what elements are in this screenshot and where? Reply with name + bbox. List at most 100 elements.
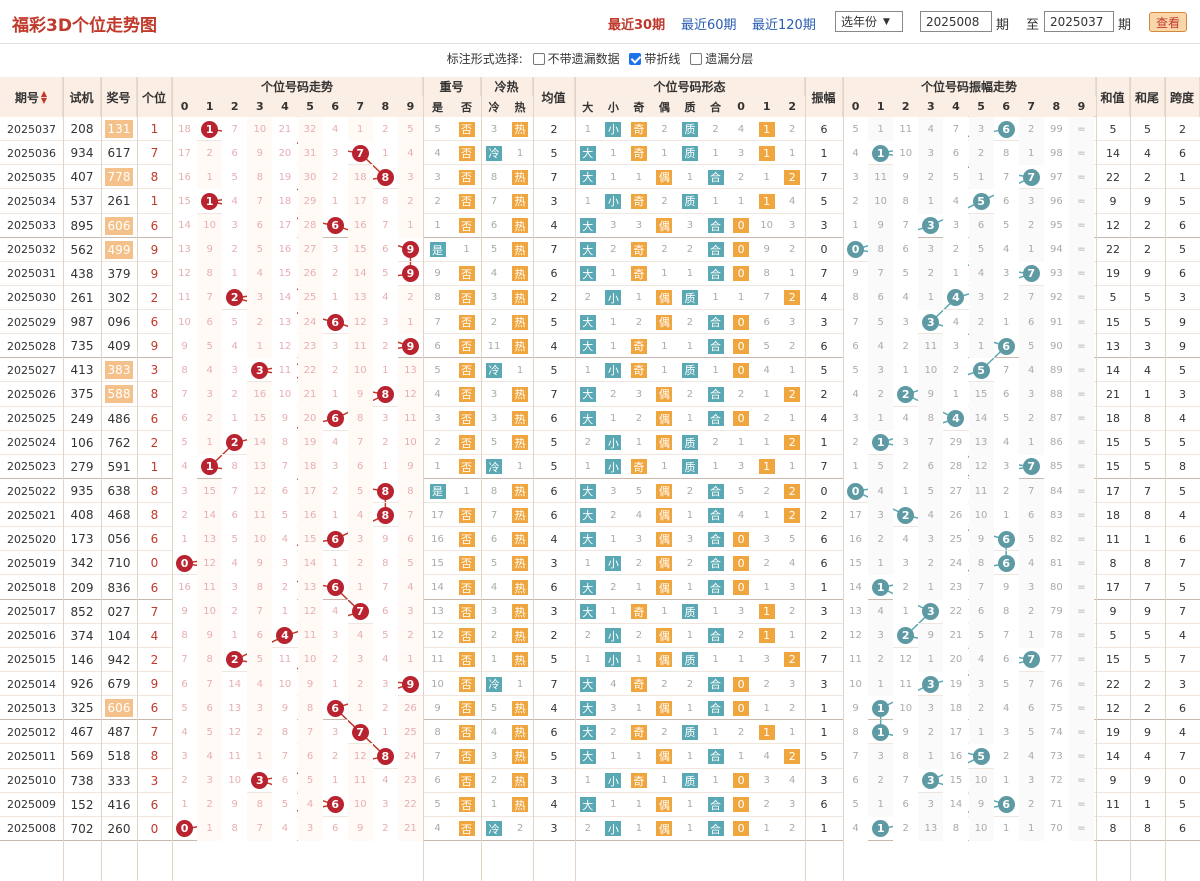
bs-a-tag: 大	[579, 748, 596, 764]
row-amp-miss: 13	[918, 816, 944, 841]
row-span: 7	[1179, 749, 1186, 763]
row-trend-miss: 10	[247, 527, 273, 552]
oe-a-tag: 奇	[630, 242, 647, 258]
row-repeat-no-tag: 否	[458, 555, 475, 571]
row-amp-hit: 7	[1019, 262, 1044, 286]
amp-ball: 0	[847, 482, 865, 500]
row-amp-miss: 1	[993, 768, 1019, 793]
row-amp-miss: =	[1068, 768, 1094, 793]
oe-b-tag: 偶	[656, 652, 673, 668]
row-repeat-yes: 4	[434, 147, 441, 159]
row-trend-hit: 9	[398, 238, 423, 262]
row-cold: 5	[490, 437, 498, 449]
oe-b-tag: 偶	[656, 531, 673, 547]
row-trend-miss: 10	[222, 768, 248, 793]
bs-b: 1	[610, 413, 617, 425]
row-unit: 6	[150, 701, 159, 716]
row-trend-miss: 13	[222, 696, 248, 721]
miss-layer-checkbox[interactable]	[690, 53, 703, 65]
pc-a: 1	[686, 268, 694, 280]
oe-a-tag: 奇	[630, 266, 647, 282]
oe-b: 2	[661, 244, 668, 256]
row-trend-miss: 1	[397, 213, 423, 238]
year-select[interactable]: 选年份 ▼	[835, 11, 903, 32]
table-row	[0, 817, 1200, 841]
oe-b: 偶	[652, 793, 678, 817]
bs-b: 小	[601, 624, 627, 648]
pc-a: 质	[677, 431, 703, 455]
row-period: 2025034	[7, 194, 56, 208]
row-trend-miss: 2	[272, 575, 298, 600]
row-trend-miss: 13	[272, 310, 298, 335]
header-mod-0: 0	[728, 96, 754, 117]
row-amp-miss: 14	[943, 792, 969, 817]
table-row	[0, 672, 1200, 697]
pc-b-tag: 合	[707, 218, 724, 234]
from-period-input[interactable]: 2025008	[920, 11, 992, 32]
row-prize: 606	[101, 696, 137, 720]
row-amp-miss: 82	[1043, 527, 1069, 552]
row-amp-miss: 2	[1018, 792, 1044, 817]
row-trend-miss: 2	[397, 623, 423, 648]
row-repeat-yes: 2	[434, 195, 441, 207]
row-amp-hit: 6	[994, 551, 1019, 575]
row-trend-miss: 2	[322, 165, 348, 190]
oe-b-tag: 偶	[656, 748, 673, 764]
row-amp-miss: 10	[968, 768, 994, 793]
row-tail: 5	[1144, 653, 1151, 667]
row-trend-miss: 11	[272, 647, 298, 672]
column-divider	[1130, 77, 1131, 881]
row-period: 2025037	[7, 122, 56, 136]
row-amp-miss: 7	[993, 623, 1019, 648]
bs-a-tag: 大	[579, 266, 596, 282]
row-amp-miss: 11	[843, 647, 869, 672]
bs-b: 小	[601, 358, 627, 382]
row-cold-tag: 冷	[486, 459, 502, 475]
row-trend-miss: 6	[347, 454, 373, 479]
row-period: 2025026	[7, 387, 56, 401]
row-span: 7	[1179, 605, 1186, 619]
header-avg: 均值	[533, 77, 575, 117]
row-sum: 19	[1106, 725, 1120, 739]
pc-b: 2	[712, 123, 719, 135]
header-sum-label: 和值	[1100, 90, 1125, 105]
bs-b: 1	[610, 171, 617, 183]
row-amp-miss: =	[1068, 454, 1094, 479]
pc-a: 1	[686, 750, 694, 762]
bs-a: 2	[584, 437, 591, 449]
row-trend-miss: 1	[372, 720, 398, 745]
oe-a: 2	[635, 316, 643, 328]
number-ball: 9	[401, 675, 419, 693]
recent-120-link[interactable]: 最近120期	[752, 18, 816, 33]
row-trend-miss: 8	[247, 792, 273, 817]
table-row	[0, 551, 1200, 576]
number-ball: 2	[226, 289, 244, 307]
row-amp-miss: =	[1068, 382, 1094, 407]
row-amp-miss: 14	[968, 406, 994, 431]
header-period[interactable]: 期号 ▲ ▼	[0, 77, 63, 117]
row-trend-miss: 6	[247, 623, 273, 648]
row-avg: 4	[550, 798, 558, 812]
polyline-checkbox[interactable]	[629, 53, 642, 65]
sort-arrows-icon[interactable]: ▲ ▼	[40, 89, 48, 105]
row-repeat-no: 否	[452, 624, 481, 648]
bs-b: 小	[601, 769, 627, 793]
row-trend-miss: 19	[297, 430, 323, 455]
recent-60-link[interactable]: 最近60期	[681, 18, 737, 33]
row-trend-miss: 3	[372, 671, 398, 697]
row-repeat-no-tag: 否	[458, 652, 475, 668]
row-amp-miss: 14	[843, 575, 869, 600]
header-shape-prime: 质	[677, 96, 703, 117]
row-mod-miss: 3	[737, 461, 745, 473]
view-button[interactable]: 查看	[1149, 12, 1187, 32]
table-row	[0, 214, 1200, 238]
row-amp-miss: =	[1068, 358, 1094, 383]
recent-30-link[interactable]: 最近30期	[608, 18, 666, 33]
row-trend-miss: 2	[197, 141, 223, 166]
row-trend-miss: 25	[297, 285, 323, 311]
no-miss-checkbox[interactable]	[532, 53, 545, 65]
to-period-input[interactable]: 2025037	[1044, 11, 1114, 32]
row-avg: 7	[550, 170, 558, 184]
row-trend-miss: 5	[397, 551, 423, 576]
row-prize-value: 638	[107, 484, 131, 498]
